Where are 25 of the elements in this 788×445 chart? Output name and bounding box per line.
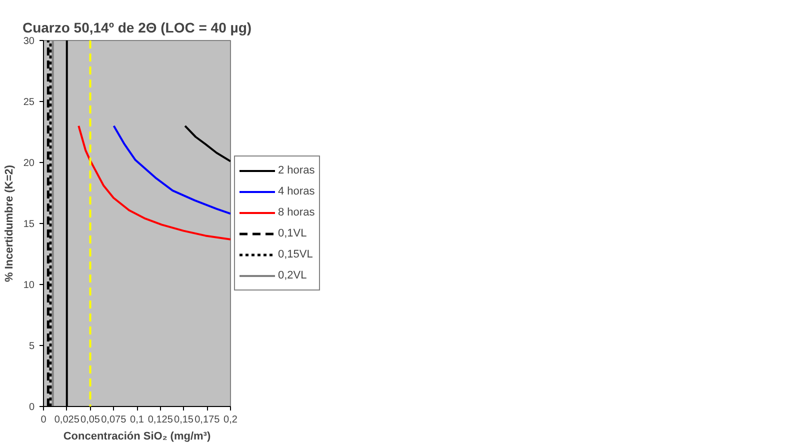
- x-axis-title: Concentración SiO₂ (mg/m³): [63, 430, 211, 442]
- y-tick-label: 25: [23, 97, 35, 108]
- x-tick-label: 0,175: [194, 414, 220, 426]
- x-tick-label: 0,15: [174, 414, 194, 426]
- x-tick-label: 0,025: [54, 414, 80, 426]
- legend-label: 0,1VL: [278, 226, 307, 240]
- y-axis-title: % Incertidumbre (K=2): [3, 164, 16, 282]
- x-tick-label: 0: [40, 414, 47, 426]
- x-tick-label: 0,2: [224, 414, 238, 426]
- x-tick-label: 0,125: [148, 414, 174, 426]
- chart-title: Cuarzo 50,14º de 2Θ (LOC = 40 µg): [22, 20, 252, 36]
- legend-label: 0,2VL: [278, 268, 307, 282]
- y-tick-label: 5: [28, 341, 35, 352]
- y-tick-label: 15: [23, 219, 35, 230]
- y-tick-label: 30: [23, 36, 35, 47]
- y-tick-label: 20: [23, 158, 35, 169]
- legend-label: 8 horas: [278, 206, 315, 220]
- x-tick-label: 0,075: [101, 414, 127, 426]
- legend-label: 4 horas: [278, 184, 315, 198]
- y-tick-label: 0: [28, 402, 35, 413]
- legend-label: 0,15VL: [278, 248, 313, 262]
- legend-label: 2 horas: [278, 164, 315, 178]
- x-tick-label: 0,05: [80, 414, 100, 426]
- x-tick-label: 0,1: [130, 414, 144, 426]
- y-tick-label: 10: [23, 280, 35, 291]
